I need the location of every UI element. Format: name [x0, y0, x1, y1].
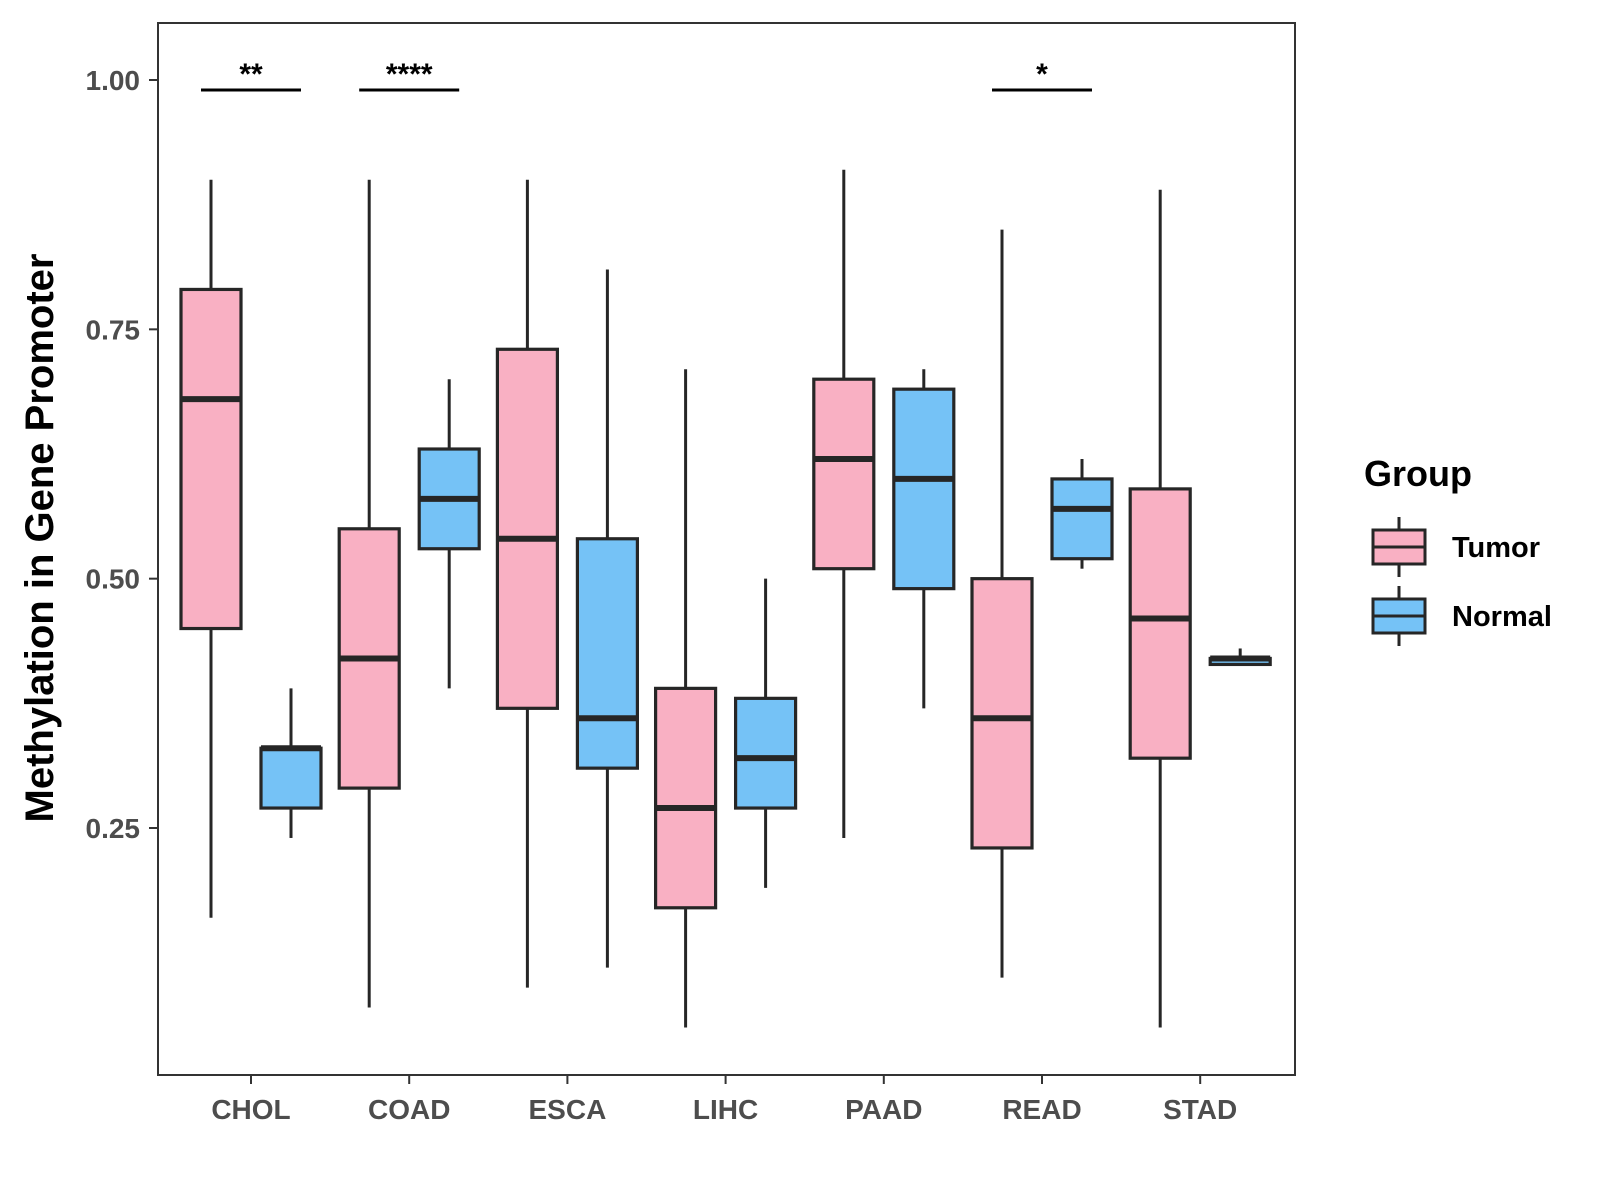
box-tumor-stad: [1128, 189, 1192, 1028]
box-tumor-chol: [179, 179, 243, 918]
box-body: [495, 347, 559, 710]
y-tick-label: 0.50: [86, 564, 141, 595]
significance-label: **: [239, 58, 263, 91]
box-normal-read: [1050, 458, 1114, 569]
box-normal-esca: [575, 269, 640, 968]
box-tumor-read: [970, 229, 1034, 978]
box-normal-stad: [1208, 648, 1272, 667]
box-body: [179, 287, 243, 631]
box-normal-paad: [892, 369, 956, 709]
box-body: [892, 387, 956, 591]
box-body: [1050, 477, 1114, 561]
box-body: [259, 746, 323, 810]
x-tick-label: ESCA: [529, 1094, 607, 1125]
x-tick-label: LIHC: [693, 1094, 758, 1125]
legend-title: Group: [1364, 453, 1472, 494]
legend-key-normal: [1371, 586, 1427, 646]
box-tumor-esca: [495, 179, 559, 988]
box-body: [812, 377, 876, 571]
box-normal-chol: [259, 688, 323, 838]
box-body: [733, 696, 798, 810]
box-tumor-coad: [337, 179, 401, 1008]
plot-area: ** **** *: [179, 58, 1272, 1028]
box-body: [970, 577, 1034, 850]
x-tick-label: CHOL: [211, 1094, 290, 1125]
box-body: [653, 686, 718, 910]
x-tick-label: STAD: [1163, 1094, 1237, 1125]
box-normal-coad: [417, 379, 481, 689]
significance-label: *: [1036, 58, 1048, 91]
y-axis-title: Methylation in Gene Promoter: [18, 254, 62, 823]
x-tick-label: READ: [1002, 1094, 1081, 1125]
legend-label-tumor: Tumor: [1452, 532, 1540, 564]
x-tick-label: PAAD: [845, 1094, 922, 1125]
legend-label-normal: Normal: [1452, 601, 1552, 633]
legend-key-tumor: [1371, 517, 1427, 577]
box-normal-lihc: [733, 578, 798, 888]
box-tumor-paad: [812, 169, 876, 838]
box-tumor-lihc: [653, 369, 718, 1028]
axes: 0.25 0.50 0.75 1.00 CHOL COAD ESCA LIHC PAAD READ…: [86, 22, 1296, 1125]
y-tick-label: 1.00: [86, 65, 141, 96]
x-tick-label: COAD: [368, 1094, 450, 1125]
box-body: [1128, 487, 1192, 760]
significance-label: ****: [386, 58, 433, 91]
box-body: [575, 537, 640, 770]
legend: Group Tumor Normal: [1364, 453, 1552, 646]
y-tick-label: 0.75: [86, 314, 141, 345]
y-tick-label: 0.25: [86, 813, 141, 844]
